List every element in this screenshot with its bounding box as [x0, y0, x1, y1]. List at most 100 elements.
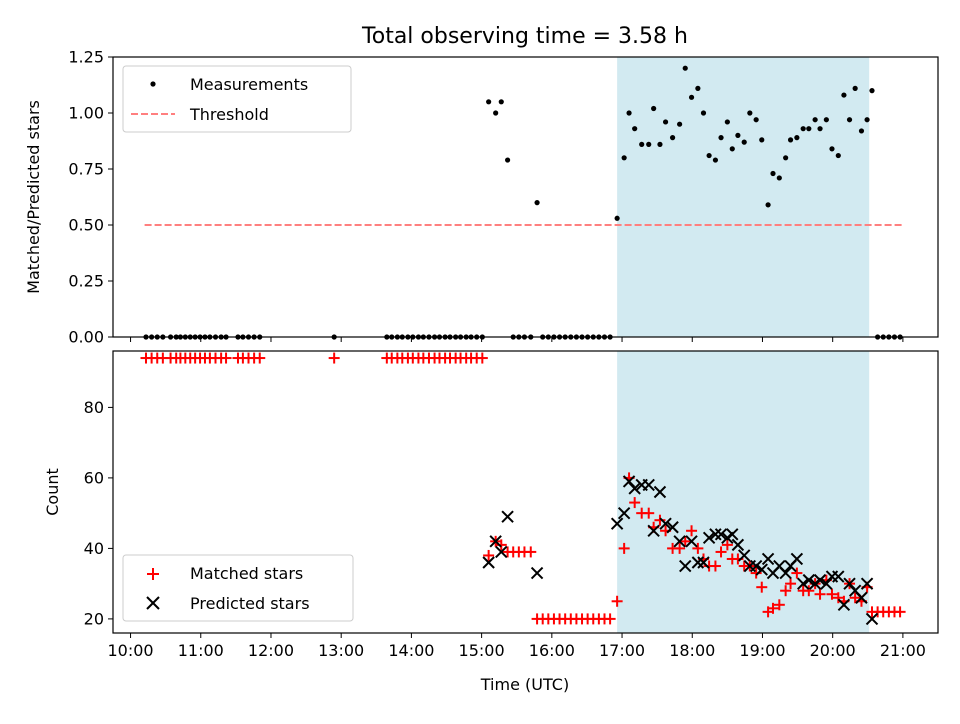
matched-star-point — [721, 539, 733, 551]
x-axis-label: Time (UTC) — [480, 675, 569, 694]
measurement-point — [712, 157, 719, 163]
measurement-point — [682, 65, 688, 71]
matched-star-point — [220, 352, 232, 364]
measurement-point — [776, 175, 782, 181]
top-y-tick-label: 0.00 — [68, 328, 104, 347]
measurement-point — [504, 157, 511, 163]
measurement-point — [493, 110, 499, 116]
top-y-tick-label: 1.25 — [68, 48, 104, 67]
measurement-point — [806, 126, 812, 132]
legend-measurements-marker — [150, 81, 156, 87]
matched-star-point — [483, 549, 495, 561]
predicted-star-point — [622, 475, 636, 488]
predicted-star-point — [714, 528, 728, 541]
top-axes: 0.00 0.25 0.50 0.75 1.00 1.25 — [68, 48, 939, 347]
measurement-point — [794, 135, 800, 141]
measurement-point — [688, 94, 695, 100]
measurement-point — [621, 155, 627, 161]
matched-star-point — [715, 546, 727, 558]
predicted-star-point — [837, 598, 851, 612]
measurement-point — [823, 117, 829, 123]
predicted-star-point — [653, 485, 667, 499]
measurement-point — [657, 141, 663, 147]
measurement-point — [534, 200, 540, 206]
bottom-y-tick-label: 40 — [84, 539, 104, 558]
predicted-star-point — [495, 545, 508, 559]
matched-star-point — [495, 539, 507, 551]
matched-star-point — [525, 546, 537, 558]
predicted-star-point — [530, 566, 544, 580]
top-observing-span — [617, 57, 870, 337]
measurement-point — [724, 119, 730, 125]
bottom-legend: Matched stars Predicted stars — [122, 554, 354, 622]
matched-star-point — [476, 352, 488, 364]
measurement-point — [841, 92, 847, 98]
measurement-point — [729, 146, 735, 152]
matched-star-point — [629, 497, 641, 509]
matched-star-point — [791, 567, 803, 579]
predicted-star-point — [691, 556, 705, 569]
predicted-star-point — [673, 535, 686, 548]
matched-star-point — [679, 535, 691, 547]
legend-threshold-label: Threshold — [189, 105, 269, 124]
matched-star-point — [643, 507, 655, 519]
legend-matched-marker — [147, 568, 159, 580]
predicted-star-point — [501, 510, 514, 523]
measurement-point — [787, 137, 794, 143]
measurement-point — [735, 132, 741, 138]
matched-star-point — [849, 592, 861, 604]
x-tick-label: 13:00 — [318, 641, 364, 660]
x-tick-label: 17:00 — [599, 641, 645, 660]
matched-star-point — [780, 585, 792, 597]
predicted-star-point — [796, 577, 810, 590]
matched-star-point — [692, 542, 704, 554]
predicted-star-point — [726, 528, 739, 541]
top-axes-frame — [112, 56, 939, 338]
measurement-point — [800, 126, 806, 132]
predicted-star-point — [790, 552, 804, 566]
predicted-star-point — [813, 573, 827, 587]
measurement-point — [700, 110, 707, 116]
bottom-axes: 20 40 60 80 10:00 11:00 12:00 13:00 14:00 15:00 16… — [84, 350, 939, 660]
matched-star-point — [832, 592, 844, 604]
measurement-point — [829, 146, 835, 152]
predicted-star-point — [731, 538, 745, 552]
matched-star-point — [654, 514, 666, 526]
matched-star-point — [756, 581, 768, 593]
measurement-point — [677, 121, 683, 127]
predicted-star-point — [666, 521, 679, 534]
legend-measurements-label: Measurements — [190, 75, 308, 94]
matched-star-point — [750, 567, 762, 579]
predicted-star-point — [865, 612, 879, 626]
legend-matched-label: Matched stars — [190, 564, 303, 583]
measurement-point — [765, 202, 771, 208]
x-tick-label: 16:00 — [529, 641, 575, 660]
measurement-point — [864, 117, 870, 123]
bottom-y-axis-label: Count — [43, 468, 62, 516]
matched-star-point — [604, 613, 616, 625]
matched-star-point — [814, 588, 826, 600]
predicted-star-point — [489, 535, 502, 548]
measurement-point — [858, 128, 865, 134]
measurement-point — [817, 126, 823, 132]
x-tick-label: 18:00 — [669, 641, 715, 660]
measurement-point — [706, 152, 712, 159]
predicted-star-point — [855, 591, 868, 604]
top-y-tick-label: 1.00 — [68, 104, 104, 123]
matched-star-point — [785, 578, 797, 590]
predicted-star-point — [755, 563, 768, 576]
legend-predicted-marker — [146, 596, 160, 610]
predicted-star-point — [482, 556, 495, 569]
predicted-star-point — [761, 552, 775, 566]
measurement-point — [835, 152, 841, 159]
predicted-star-point — [647, 524, 660, 537]
measurement-point — [669, 135, 676, 141]
predicted-star-point — [642, 478, 655, 492]
measurement-point — [486, 99, 492, 105]
top-y-tick-label: 0.25 — [68, 272, 104, 291]
measurement-point — [770, 170, 776, 177]
measurement-point — [846, 117, 853, 123]
predicted-star-point — [779, 566, 792, 580]
matched-star-point — [611, 595, 623, 607]
measurement-point — [869, 88, 875, 94]
